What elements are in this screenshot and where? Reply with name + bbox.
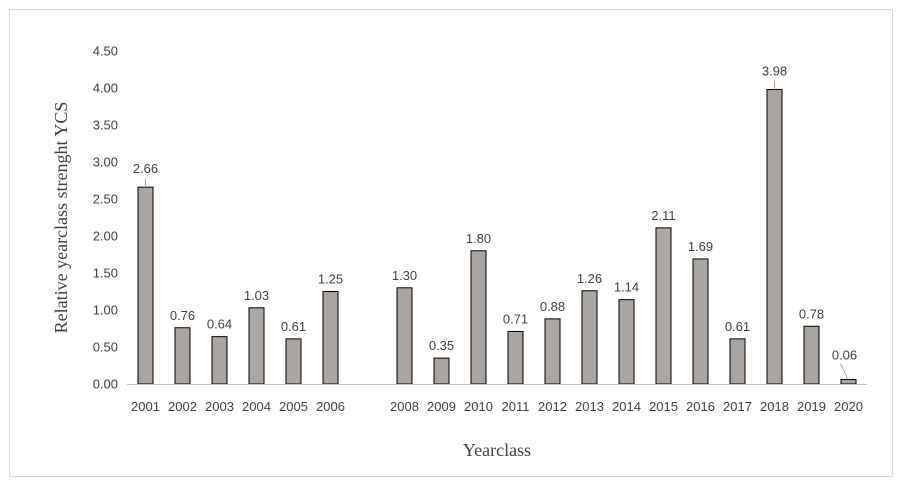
y-tick-label: 1.50 [93, 266, 118, 281]
data-label-2019: 0.78 [799, 306, 824, 321]
y-tick-label: 1.00 [93, 303, 118, 318]
leader-line-2020 [840, 363, 848, 379]
data-label-2018: 3.98 [762, 63, 787, 78]
x-tick-label-2016: 2016 [686, 399, 715, 414]
x-tick-label-2014: 2014 [612, 399, 641, 414]
bar-2002 [174, 327, 191, 385]
y-axis-ticks: 0.00 0.50 1.00 1.50 2.00 2.50 3.00 3.50 4.00 4.50 [93, 44, 118, 392]
x-tick-label-2003: 2003 [205, 399, 234, 414]
bar-2013 [581, 290, 598, 385]
y-tick-label: 2.00 [93, 229, 118, 244]
data-label-2014: 1.14 [614, 280, 639, 295]
chart-frame [9, 9, 893, 477]
data-label-2015: 2.11 [651, 208, 675, 223]
data-label-2020: 0.06 [832, 348, 857, 363]
x-tick-label-2004: 2004 [242, 399, 271, 414]
x-tick-label-2008: 2008 [390, 399, 419, 414]
bar-2019 [803, 325, 820, 385]
bar-2010 [470, 250, 487, 385]
data-label-2009: 0.35 [429, 338, 454, 353]
x-tick-label-2010: 2010 [464, 399, 493, 414]
data-label-2012: 0.88 [540, 299, 565, 314]
bar-2003 [211, 336, 228, 385]
x-tick-label-2017: 2017 [723, 399, 752, 414]
x-tick-label-2013: 2013 [575, 399, 604, 414]
bar-2008 [396, 287, 413, 385]
x-tick-label-2006: 2006 [316, 399, 345, 414]
leader-lines [145, 80, 848, 379]
x-tick-label-2009: 2009 [427, 399, 456, 414]
x-axis-title: Yearclass [463, 440, 531, 460]
bar-2017 [729, 338, 746, 385]
bar-2004 [248, 307, 265, 385]
data-label-2010: 1.80 [466, 231, 491, 246]
y-tick-label: 0.50 [93, 340, 118, 355]
bar-2015 [655, 227, 672, 385]
data-label-2002: 0.76 [170, 308, 195, 323]
data-label-2001: 2.66 [133, 161, 158, 176]
bar-2009 [433, 357, 450, 385]
bar-2012 [544, 318, 561, 385]
x-tick-label-2002: 2002 [168, 399, 197, 414]
bar-2014 [618, 299, 635, 385]
bar-2020 [840, 379, 857, 385]
data-label-2011: 0.71 [503, 311, 528, 326]
x-tick-label-2011: 2011 [502, 399, 530, 414]
y-tick-label: 0.00 [93, 377, 118, 392]
data-label-2006: 1.25 [318, 272, 343, 287]
bar-2006 [322, 291, 339, 385]
data-label-2017: 0.61 [725, 319, 750, 334]
data-label-2013: 1.26 [577, 271, 602, 286]
x-tick-label-2019: 2019 [797, 399, 826, 414]
x-axis-ticks: 2001 2002 2003 2004 2005 2006 2008 2009 2010 2011… [131, 399, 863, 414]
y-tick-label: 4.50 [93, 44, 118, 59]
bar-2011 [507, 330, 524, 385]
data-label-2005: 0.61 [281, 319, 306, 334]
data-label-2016: 1.69 [688, 239, 713, 254]
data-label-2004: 1.03 [244, 288, 269, 303]
x-tick-label-2018: 2018 [760, 399, 789, 414]
data-labels: 2.66 0.76 0.64 1.03 0.61 1.25 1.30 0.35 1.80 0.71… [133, 63, 857, 362]
data-label-2008: 1.30 [392, 268, 417, 283]
x-tick-label-2005: 2005 [279, 399, 308, 414]
bar-2005 [285, 338, 302, 385]
x-tick-label-2015: 2015 [649, 399, 678, 414]
bars [137, 88, 857, 385]
x-tick-label-2020: 2020 [834, 399, 863, 414]
y-tick-label: 3.00 [93, 155, 118, 170]
y-axis-title: Relative yearclass strenght YCS [51, 102, 71, 334]
y-tick-label: 4.00 [93, 81, 118, 96]
data-label-2003: 0.64 [207, 317, 232, 332]
bar-2018 [766, 88, 783, 385]
bar-2001 [137, 186, 154, 385]
bar-2016 [692, 258, 709, 385]
x-tick-label-2001: 2001 [131, 399, 160, 414]
x-tick-label-2012: 2012 [538, 399, 567, 414]
y-tick-label: 2.50 [93, 192, 118, 207]
y-tick-label: 3.50 [93, 118, 118, 133]
